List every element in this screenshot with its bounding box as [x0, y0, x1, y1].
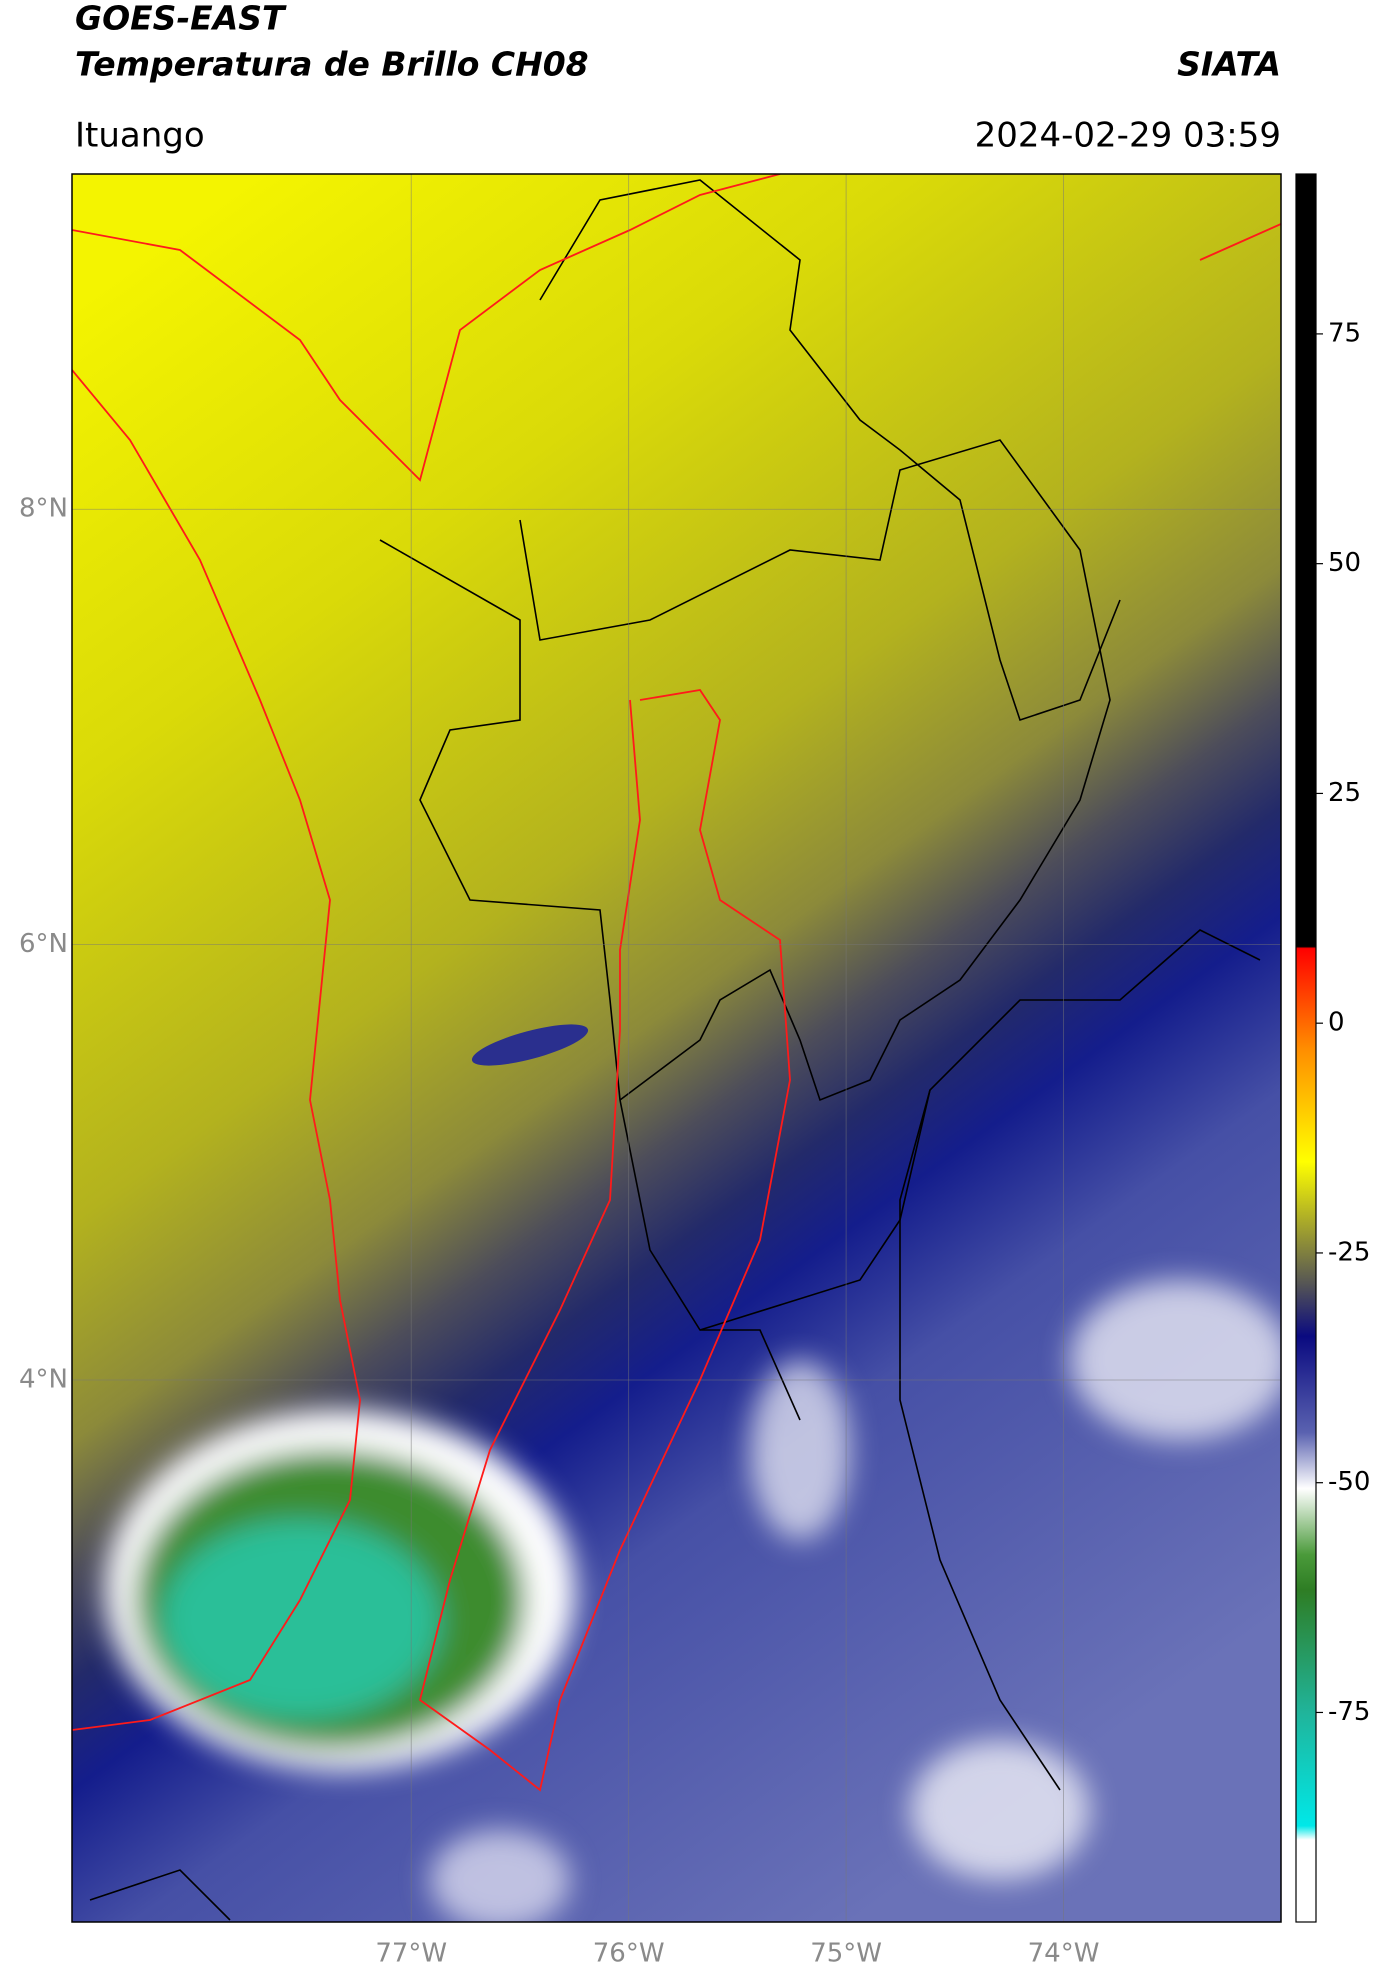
lon-tick-label: 75°W	[810, 1939, 882, 1969]
colorbar-tick-label: -50	[1328, 1467, 1370, 1497]
coastline-and-basin	[72, 174, 1281, 1792]
colorbar-tick-label: -75	[1328, 1697, 1370, 1727]
colorbar-tick-label: 0	[1328, 1008, 1345, 1038]
lon-tick-label: 77°W	[375, 1939, 447, 1969]
admin-boundaries	[89, 179, 1261, 1921]
title-line1: GOES-EAST	[75, 0, 287, 38]
colorbar	[1295, 173, 1317, 1923]
cold-cloud	[471, 1024, 589, 1066]
lat-tick-label: 6°N	[19, 929, 68, 959]
lon-tick-label: 74°W	[1028, 1939, 1100, 1969]
colorbar-tick-label: -25	[1328, 1237, 1370, 1267]
lon-tick-label: 76°W	[593, 1939, 665, 1969]
agency: SIATA	[1177, 45, 1281, 84]
graticule	[72, 174, 1281, 1922]
lat-tick-label: 8°N	[19, 494, 68, 524]
map-frame	[71, 173, 1282, 1923]
colorbar-tick-label: 50	[1328, 548, 1361, 578]
lat-tick-label: 4°N	[19, 1364, 68, 1394]
title-line2: Temperatura de Brillo CH08	[75, 45, 589, 84]
cloud-tops	[105, 1280, 1281, 1922]
region: Ituango	[75, 116, 205, 156]
colorbar-tick-label: 25	[1328, 778, 1361, 808]
colorbar-tick-label: 75	[1328, 318, 1361, 348]
map-image	[72, 174, 1281, 1922]
timestamp: 2024-02-29 03:59	[975, 116, 1281, 156]
